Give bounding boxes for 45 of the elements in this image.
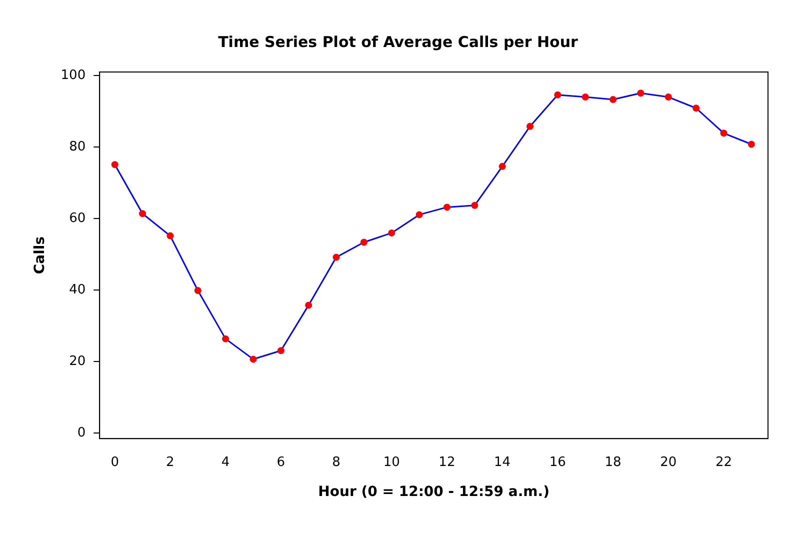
y-tick-label: 20 bbox=[69, 354, 86, 370]
point bbox=[332, 254, 340, 261]
x-tick-label: 14 bbox=[494, 454, 511, 470]
point bbox=[610, 96, 617, 104]
x-tick-label: 6 bbox=[276, 454, 286, 470]
point bbox=[360, 238, 368, 246]
y-axis-title: Calls bbox=[32, 236, 48, 274]
point bbox=[664, 94, 672, 101]
point bbox=[139, 210, 146, 218]
x-axis-title: Hour (0 = 12:00 - 12:59 a.m.) bbox=[318, 484, 550, 500]
point bbox=[554, 91, 562, 98]
point bbox=[111, 161, 118, 168]
point bbox=[194, 287, 202, 294]
point bbox=[305, 302, 312, 309]
point bbox=[471, 202, 478, 209]
point bbox=[692, 104, 700, 112]
point bbox=[416, 211, 423, 218]
point bbox=[250, 356, 257, 363]
x-tick-label: 10 bbox=[383, 454, 400, 470]
x-tick-label: 8 bbox=[332, 454, 340, 470]
x-tick-label: 12 bbox=[438, 454, 456, 470]
point bbox=[498, 162, 506, 170]
point bbox=[582, 94, 589, 101]
x-tick-label: 2 bbox=[166, 454, 174, 470]
point bbox=[166, 232, 174, 240]
point bbox=[277, 347, 284, 354]
y-tick-label: 80 bbox=[69, 139, 86, 154]
point bbox=[443, 204, 450, 211]
x-tick-label: 20 bbox=[660, 454, 677, 470]
point bbox=[388, 229, 396, 236]
y-tick-label: 40 bbox=[69, 282, 86, 298]
point bbox=[637, 90, 644, 97]
y-tick-label: 100 bbox=[60, 68, 86, 83]
y-tick-label: 60 bbox=[69, 211, 86, 226]
point bbox=[526, 122, 534, 130]
chart-title: Time Series Plot of Average Calls per Hour bbox=[218, 32, 579, 51]
point bbox=[720, 130, 728, 137]
x-tick-label: 22 bbox=[715, 454, 732, 470]
x-tick-label: 4 bbox=[221, 454, 230, 470]
y-tick-label: 0 bbox=[77, 426, 86, 441]
x-tick-label: 0 bbox=[110, 454, 119, 470]
x-tick-label: 16 bbox=[549, 454, 566, 470]
point bbox=[222, 335, 230, 342]
x-tick-label: 18 bbox=[604, 454, 622, 470]
point bbox=[748, 140, 755, 148]
